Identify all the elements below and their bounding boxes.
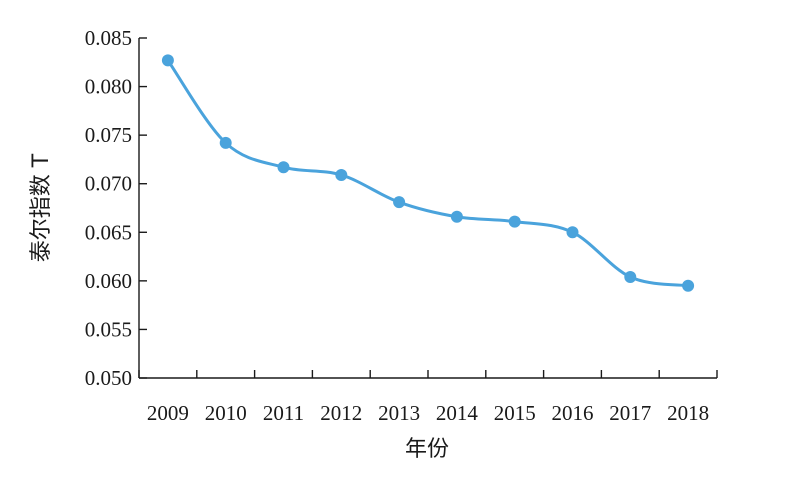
series-layer xyxy=(161,54,695,292)
data-point-2015 xyxy=(508,215,521,228)
x-axis: 2009 2010 2011 2012 2013 2014 2015 2016 2017 2018 xyxy=(138,370,718,425)
y-tick-label: 0.070 xyxy=(85,172,132,196)
x-tick-label: 2011 xyxy=(263,401,304,425)
x-tick-label: 2015 xyxy=(494,401,536,425)
x-tick-label: 2017 xyxy=(609,401,651,425)
x-tick-label: 2010 xyxy=(205,401,247,425)
y-tick-label: 0.050 xyxy=(85,366,132,390)
y-tick-label: 0.080 xyxy=(85,75,132,99)
x-tick-label: 2012 xyxy=(320,401,362,425)
y-tick-label: 0.060 xyxy=(85,269,132,293)
x-tick-label: 2013 xyxy=(378,401,420,425)
series-line xyxy=(166,58,690,288)
y-tick-label: 0.065 xyxy=(85,220,132,244)
x-tick-label: 2018 xyxy=(667,401,709,425)
y-axis-title: 泰尔指数 T xyxy=(29,153,54,262)
x-tick-label: 2009 xyxy=(147,401,189,425)
x-axis-title: 年份 xyxy=(405,437,449,462)
data-point-2016 xyxy=(566,226,579,239)
x-tick-label: 2014 xyxy=(436,401,479,425)
y-axis: 0.050 0.055 0.060 0.065 0.070 0.075 0.080 0.085 xyxy=(85,26,147,390)
data-point-2010 xyxy=(219,136,232,149)
data-point-2018 xyxy=(682,279,695,292)
y-tick-label: 0.075 xyxy=(85,123,132,147)
y-tick-label: 0.085 xyxy=(85,26,132,50)
data-point-2017 xyxy=(624,270,637,283)
data-point-2011 xyxy=(277,161,290,174)
x-tick-label: 2016 xyxy=(552,401,594,425)
data-point-2009 xyxy=(161,54,174,67)
data-point-2014 xyxy=(450,210,463,223)
data-point-2013 xyxy=(393,196,406,209)
data-point-2012 xyxy=(335,168,348,181)
y-tick-label: 0.055 xyxy=(85,317,132,341)
